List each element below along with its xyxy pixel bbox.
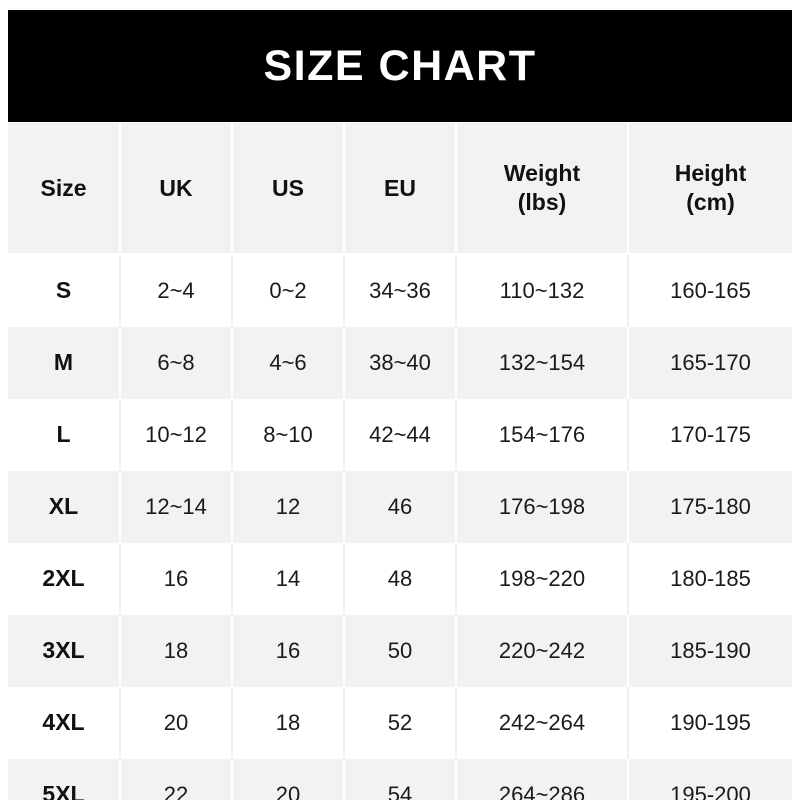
cell-uk: 18 xyxy=(120,615,233,687)
cell-weight: 220~242 xyxy=(456,615,629,687)
header-label-line1: Height xyxy=(674,160,747,187)
cell-eu: 52 xyxy=(344,687,457,759)
title-banner: SIZE CHART xyxy=(8,10,792,122)
table-row: 4XL 20 18 52 242~264 190-195 xyxy=(8,687,792,759)
table-row: S 2~4 0~2 34~36 110~132 160-165 xyxy=(8,254,792,327)
cell-weight: 110~132 xyxy=(456,254,629,327)
table-row: XL 12~14 12 46 176~198 175-180 xyxy=(8,471,792,543)
header-label-line1: UK xyxy=(159,174,193,201)
cell-eu: 38~40 xyxy=(344,327,457,399)
cell-size: 4XL xyxy=(8,687,121,759)
cell-height: 165-170 xyxy=(628,327,792,399)
size-chart-table: Size UK US EU Weight (lbs) xyxy=(8,123,792,800)
cell-us: 8~10 xyxy=(232,399,345,471)
cell-uk: 12~14 xyxy=(120,471,233,543)
table-row: M 6~8 4~6 38~40 132~154 165-170 xyxy=(8,327,792,399)
cell-uk: 22 xyxy=(120,759,233,800)
cell-size: L xyxy=(8,399,121,471)
cell-height: 185-190 xyxy=(628,615,792,687)
header-label-line1: EU xyxy=(384,174,416,201)
cell-size: S xyxy=(8,254,121,327)
header-label-line1: Size xyxy=(40,174,87,201)
column-header-eu: EU xyxy=(344,123,457,255)
cell-eu: 34~36 xyxy=(344,254,457,327)
cell-us: 12 xyxy=(232,471,345,543)
cell-eu: 42~44 xyxy=(344,399,457,471)
cell-eu: 54 xyxy=(344,759,457,800)
cell-uk: 10~12 xyxy=(120,399,233,471)
column-header-us: US xyxy=(232,123,345,255)
cell-size: 2XL xyxy=(8,543,121,615)
cell-eu: 50 xyxy=(344,615,457,687)
page-title: SIZE CHART xyxy=(263,41,537,90)
header-row: Size UK US EU Weight (lbs) xyxy=(8,123,792,255)
cell-weight: 132~154 xyxy=(456,327,629,399)
header-label-line1: US xyxy=(272,174,304,201)
table-row: 3XL 18 16 50 220~242 185-190 xyxy=(8,615,792,687)
column-header-size: Size xyxy=(8,123,121,255)
cell-us: 14 xyxy=(232,543,345,615)
cell-weight: 242~264 xyxy=(456,687,629,759)
table-header: Size UK US EU Weight (lbs) xyxy=(8,123,792,255)
cell-height: 180-185 xyxy=(628,543,792,615)
cell-size: M xyxy=(8,327,121,399)
cell-uk: 6~8 xyxy=(120,327,233,399)
table-body: S 2~4 0~2 34~36 110~132 160-165 M 6~8 4~… xyxy=(8,254,792,800)
cell-weight: 198~220 xyxy=(456,543,629,615)
cell-eu: 46 xyxy=(344,471,457,543)
table-row: 2XL 16 14 48 198~220 180-185 xyxy=(8,543,792,615)
column-header-height: Height (cm) xyxy=(628,123,792,255)
cell-eu: 48 xyxy=(344,543,457,615)
cell-us: 16 xyxy=(232,615,345,687)
cell-size: 5XL xyxy=(8,759,121,800)
cell-uk: 20 xyxy=(120,687,233,759)
column-header-weight: Weight (lbs) xyxy=(456,123,629,255)
cell-us: 4~6 xyxy=(232,327,345,399)
header-label-line1: Weight xyxy=(503,160,581,187)
cell-height: 190-195 xyxy=(628,687,792,759)
cell-size: XL xyxy=(8,471,121,543)
cell-weight: 264~286 xyxy=(456,759,629,800)
cell-uk: 16 xyxy=(120,543,233,615)
cell-size: 3XL xyxy=(8,615,121,687)
cell-height: 195-200 xyxy=(628,759,792,800)
cell-weight: 154~176 xyxy=(456,399,629,471)
cell-height: 170-175 xyxy=(628,399,792,471)
cell-height: 160-165 xyxy=(628,254,792,327)
table-row: L 10~12 8~10 42~44 154~176 170-175 xyxy=(8,399,792,471)
cell-us: 0~2 xyxy=(232,254,345,327)
column-header-uk: UK xyxy=(120,123,233,255)
header-label-line2: (lbs) xyxy=(517,189,567,215)
cell-height: 175-180 xyxy=(628,471,792,543)
size-table-container: Size UK US EU Weight (lbs) xyxy=(8,123,792,800)
cell-us: 18 xyxy=(232,687,345,759)
cell-uk: 2~4 xyxy=(120,254,233,327)
cell-weight: 176~198 xyxy=(456,471,629,543)
table-row: 5XL 22 20 54 264~286 195-200 xyxy=(8,759,792,800)
header-label-line2: (cm) xyxy=(686,189,735,215)
cell-us: 20 xyxy=(232,759,345,800)
